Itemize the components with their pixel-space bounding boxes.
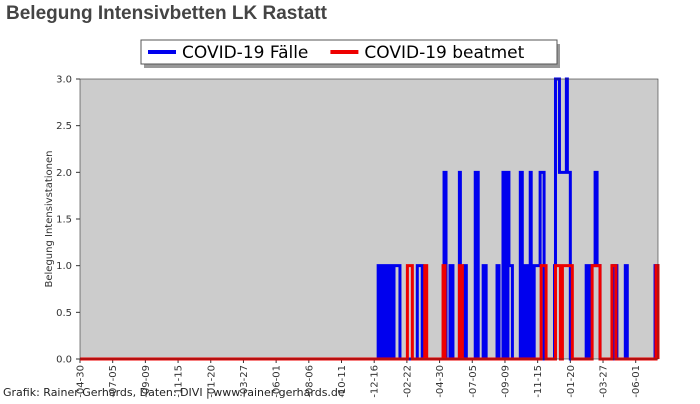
y-tick-label: 2.5 <box>56 121 72 132</box>
y-axis-label: Belegung Intensivstationen <box>44 150 55 287</box>
legend-label: COVID-19 Fälle <box>182 43 308 63</box>
y-tick-label: 2.0 <box>56 168 72 179</box>
x-tick-label: -07-05 <box>468 365 479 398</box>
x-tick-label: -01-20 <box>566 365 577 398</box>
x-tick-label: -03-27 <box>599 365 610 398</box>
x-tick-label: -11-15 <box>174 365 185 398</box>
footer: Grafik: Rainer Gerhards, Daten: DIVI | w… <box>3 386 345 399</box>
x-tick-label: -02-22 <box>402 365 413 398</box>
x-tick-label: -12-16 <box>370 365 381 398</box>
y-tick-label: 3.0 <box>56 75 72 86</box>
chart-title: Belegung Intensivbetten LK Rastatt <box>6 3 328 24</box>
y-tick-label: 0.0 <box>56 355 72 366</box>
x-tick-label: -06-01 <box>272 365 283 398</box>
x-tick-label: -04-30 <box>435 365 446 398</box>
x-tick-label: -09-09 <box>141 365 152 398</box>
x-tick-label: -04-30 <box>76 365 87 398</box>
legend-label: COVID-19 beatmet <box>364 43 524 63</box>
x-tick-label: -01-20 <box>206 365 217 398</box>
x-tick-label: -03-27 <box>239 365 250 398</box>
y-tick-label: 1.5 <box>56 215 72 226</box>
x-tick-label: -06-01 <box>631 365 642 398</box>
y-tick-label: 1.0 <box>56 261 72 272</box>
x-tick-label: -07-05 <box>108 365 119 398</box>
y-tick-label: 0.5 <box>56 308 72 319</box>
x-tick-label: -09-09 <box>500 365 511 398</box>
plot-frame <box>79 78 659 360</box>
x-tick-label: -10-11 <box>337 365 348 398</box>
x-tick-label: -08-06 <box>304 365 315 398</box>
x-tick-label: -11-15 <box>533 365 544 398</box>
